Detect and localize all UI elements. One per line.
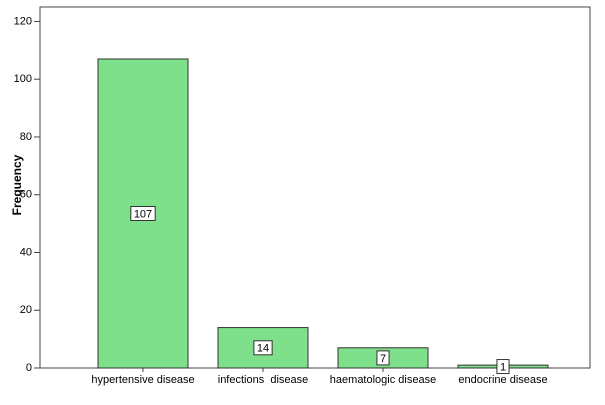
value-label-box — [253, 340, 273, 356]
value-label: 1 — [500, 361, 506, 373]
value-label-box — [130, 205, 156, 221]
y-tick-label: 60 — [20, 189, 32, 201]
y-tick-label: 100 — [14, 73, 32, 85]
y-tick-label: 0 — [26, 362, 32, 374]
value-label-box — [376, 350, 390, 366]
x-tick-label: haematologic disease — [330, 374, 436, 386]
x-tick-label: endocrine disease — [458, 374, 547, 386]
y-tick-label: 120 — [14, 15, 32, 27]
value-label: 7 — [380, 353, 386, 365]
y-tick-label: 80 — [20, 131, 32, 143]
value-label-box — [496, 359, 510, 375]
x-tick-label: infections disease — [218, 374, 309, 386]
x-tick-label: hypertensive disease — [91, 374, 194, 386]
y-tick-label: 20 — [20, 304, 32, 316]
value-label: 107 — [134, 208, 152, 220]
value-label: 14 — [257, 343, 269, 355]
y-axis-label: Frequency — [10, 154, 24, 215]
bar — [217, 327, 309, 369]
y-tick-label: 40 — [20, 246, 32, 258]
